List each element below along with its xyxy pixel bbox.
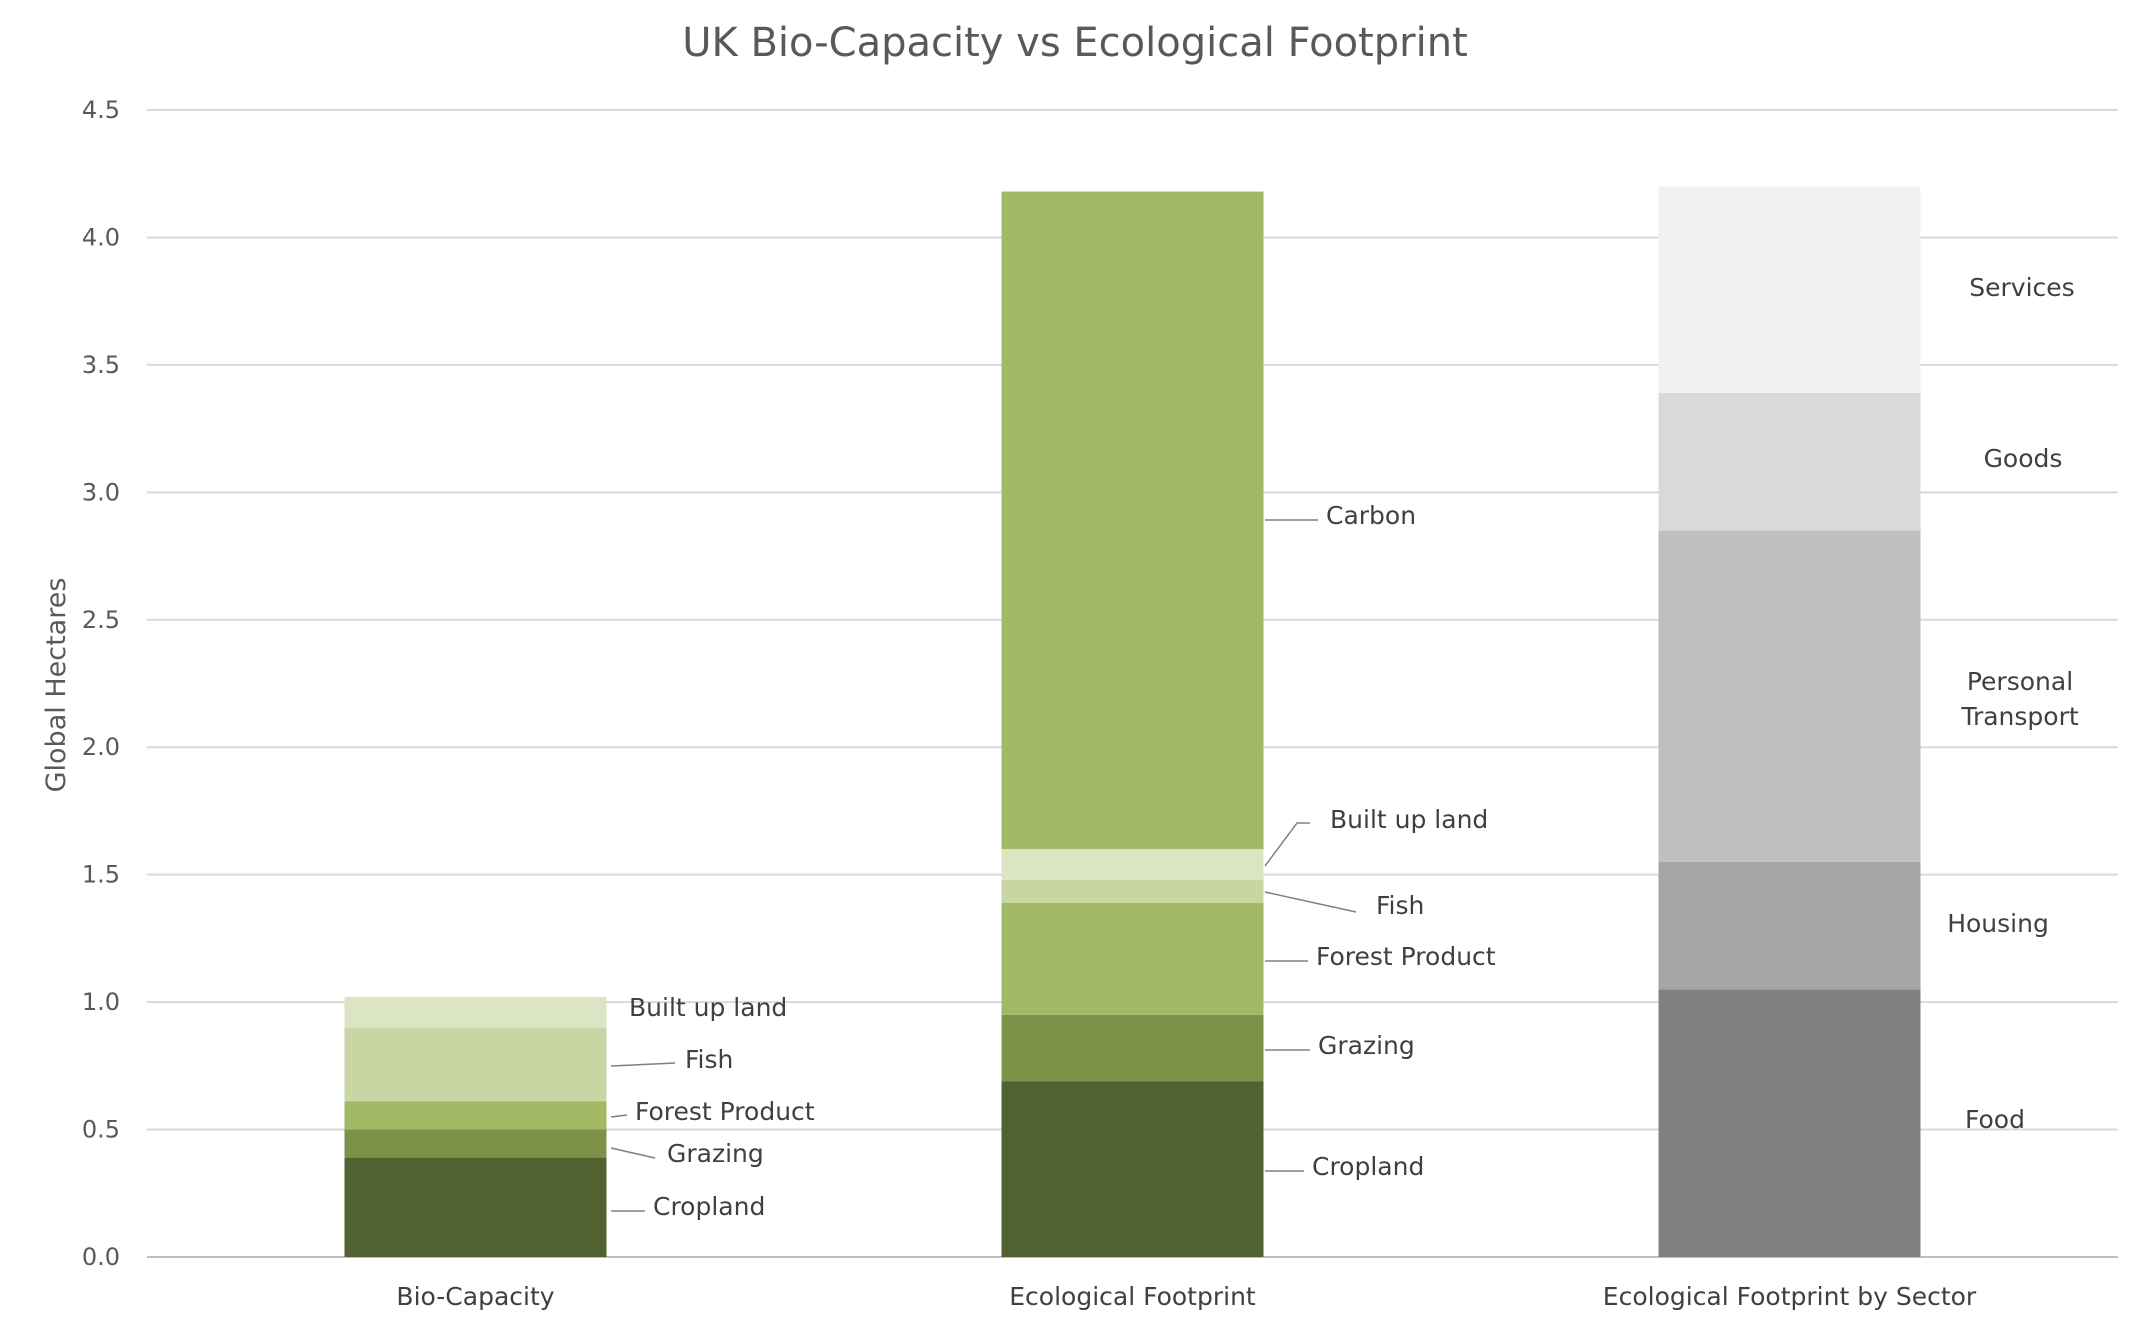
data-label-cropland: Cropland bbox=[653, 1192, 765, 1221]
y-tick-label: 0.0 bbox=[82, 1243, 120, 1271]
y-axis-label: Global Hectares bbox=[41, 578, 72, 793]
bar-segment-ecological-footprint-carbon bbox=[1001, 191, 1264, 850]
bar-segment-ecological-footprint-by-sector-personal-transport bbox=[1658, 530, 1921, 862]
data-label-built-up-land: Built up land bbox=[629, 993, 787, 1022]
leader-line bbox=[1264, 822, 1310, 867]
x-tick-label: Ecological Footprint bbox=[1009, 1282, 1256, 1311]
data-label-cropland: Cropland bbox=[1312, 1152, 1424, 1181]
y-tick-label: 1.0 bbox=[82, 988, 120, 1016]
data-label-housing: Housing bbox=[1947, 909, 2049, 938]
y-tick-label: 2.0 bbox=[82, 733, 120, 761]
x-tick-label: Bio-Capacity bbox=[396, 1282, 554, 1311]
leader-line bbox=[610, 1062, 676, 1067]
data-label-fish: Fish bbox=[1376, 891, 1424, 920]
data-label-forest-product: Forest Product bbox=[1316, 942, 1496, 971]
bar-segment-ecological-footprint-grazing bbox=[1001, 1014, 1264, 1082]
bar-segment-ecological-footprint-fish bbox=[1001, 879, 1264, 903]
y-tick-label: 2.5 bbox=[82, 606, 120, 634]
bar-segment-ecological-footprint-by-sector-goods bbox=[1658, 392, 1921, 531]
y-tick-label: 3.0 bbox=[82, 478, 120, 506]
leader-line bbox=[610, 1114, 628, 1118]
bar-segment-bio-capacity-fish bbox=[344, 1027, 607, 1102]
data-label-grazing: Grazing bbox=[1318, 1031, 1415, 1060]
bar-segment-bio-capacity-grazing bbox=[344, 1129, 607, 1158]
data-label-fish: Fish bbox=[685, 1045, 733, 1074]
y-tick-label: 4.5 bbox=[82, 96, 120, 124]
data-labels: Cropland Grazing Forest Product Fish Built u… bbox=[610, 273, 2079, 1221]
bar-segment-bio-capacity-forest-product bbox=[344, 1101, 607, 1130]
bars bbox=[344, 186, 1921, 1257]
bar-segment-ecological-footprint-by-sector-services bbox=[1658, 186, 1921, 393]
chart-title: UK Bio-Capacity vs Ecological Footprint bbox=[682, 20, 1468, 66]
data-label-food: Food bbox=[1965, 1105, 2025, 1134]
data-label-carbon: Carbon bbox=[1326, 501, 1416, 530]
data-label-goods: Goods bbox=[1984, 444, 2063, 473]
data-label-forest-product: Forest Product bbox=[635, 1097, 815, 1126]
bar-segment-bio-capacity-built-up-land bbox=[344, 997, 607, 1028]
y-tick-label: 1.5 bbox=[82, 861, 120, 889]
data-label-built-up-land: Built up land bbox=[1330, 805, 1488, 834]
bar-segment-ecological-footprint-cropland bbox=[1001, 1081, 1264, 1257]
bar-segment-ecological-footprint-by-sector-food bbox=[1658, 989, 1921, 1257]
data-label-services: Services bbox=[1969, 273, 2074, 302]
y-tick-label: 0.5 bbox=[82, 1116, 120, 1144]
x-tick-label: Ecological Footprint by Sector bbox=[1603, 1282, 1977, 1311]
leader-line bbox=[610, 1147, 656, 1159]
data-label-grazing: Grazing bbox=[667, 1139, 764, 1168]
bar-segment-ecological-footprint-forest-product bbox=[1001, 902, 1264, 1015]
bar-segment-ecological-footprint-by-sector-housing bbox=[1658, 861, 1921, 990]
data-label-personal-transport: Personal Transport bbox=[1960, 667, 2079, 731]
y-tick-label: 4.0 bbox=[82, 223, 120, 251]
axes: 0.0 0.5 1.0 1.5 2.0 2.5 3.0 3.5 4.0 4.5 Bio-Capaci… bbox=[82, 96, 1977, 1311]
y-tick-label: 3.5 bbox=[82, 351, 120, 379]
bar-segment-bio-capacity-cropland bbox=[344, 1157, 607, 1257]
bar-segment-ecological-footprint-built-up-land bbox=[1001, 849, 1264, 880]
leader-line bbox=[1264, 891, 1357, 913]
